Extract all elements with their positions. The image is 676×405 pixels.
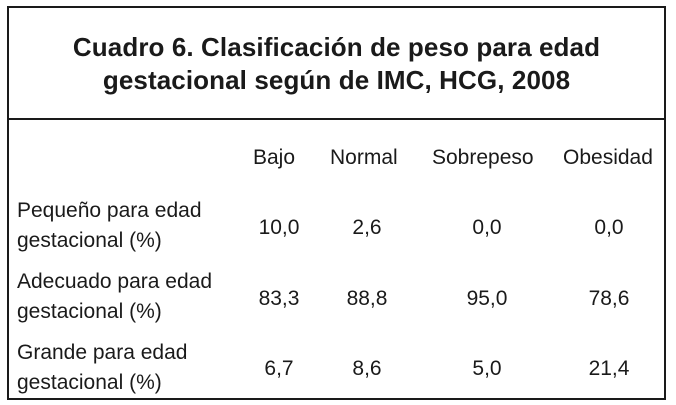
- row-label-adecuado: Adecuado para edad gestacional (%): [17, 267, 212, 327]
- table-frame: Cuadro 6. Clasificación de peso para eda…: [7, 6, 666, 400]
- column-header-bajo: Bajo: [253, 146, 296, 169]
- cell-adecuado-obesidad: 78,6: [588, 287, 630, 310]
- column-header-obesidad: Obesidad: [563, 146, 653, 169]
- cell-adecuado-normal: 88,8: [346, 287, 388, 310]
- cell-pequeno-normal: 2,6: [352, 216, 382, 239]
- row-label-pequeno: Pequeño para edad gestacional (%): [17, 196, 202, 256]
- column-header-sobrepeso: Sobrepeso: [432, 146, 534, 169]
- row-label-line-1: Grande para edad: [17, 341, 188, 364]
- table-title-box: Cuadro 6. Clasificación de peso para eda…: [9, 8, 664, 120]
- table-title-line-1: Cuadro 6. Clasificación de peso para eda…: [72, 32, 601, 62]
- cell-pequeno-sobrepeso: 0,0: [472, 216, 502, 239]
- cell-grande-bajo: 6,7: [264, 357, 294, 380]
- cell-grande-normal: 8,6: [352, 357, 382, 380]
- row-label-line-2: gestacional (%): [17, 300, 162, 323]
- cell-adecuado-bajo: 83,3: [258, 287, 300, 310]
- cell-grande-sobrepeso: 5,0: [472, 357, 502, 380]
- cell-pequeno-obesidad: 0,0: [594, 216, 624, 239]
- row-label-grande: Grande para edad gestacional (%): [17, 338, 187, 398]
- table-title: Cuadro 6. Clasificación de peso para eda…: [73, 31, 600, 97]
- row-label-line-2: gestacional (%): [17, 229, 162, 252]
- row-label-line-1: Adecuado para edad: [17, 270, 212, 293]
- cell-pequeno-bajo: 10,0: [258, 216, 300, 239]
- row-label-line-2: gestacional (%): [17, 371, 162, 394]
- cell-grande-obesidad: 21,4: [588, 357, 630, 380]
- column-header-normal: Normal: [330, 146, 398, 169]
- table-title-line-2: gestacional según de IMC, HCG, 2008: [102, 65, 571, 95]
- row-label-line-1: Pequeño para edad: [17, 199, 202, 222]
- cell-adecuado-sobrepeso: 95,0: [466, 287, 508, 310]
